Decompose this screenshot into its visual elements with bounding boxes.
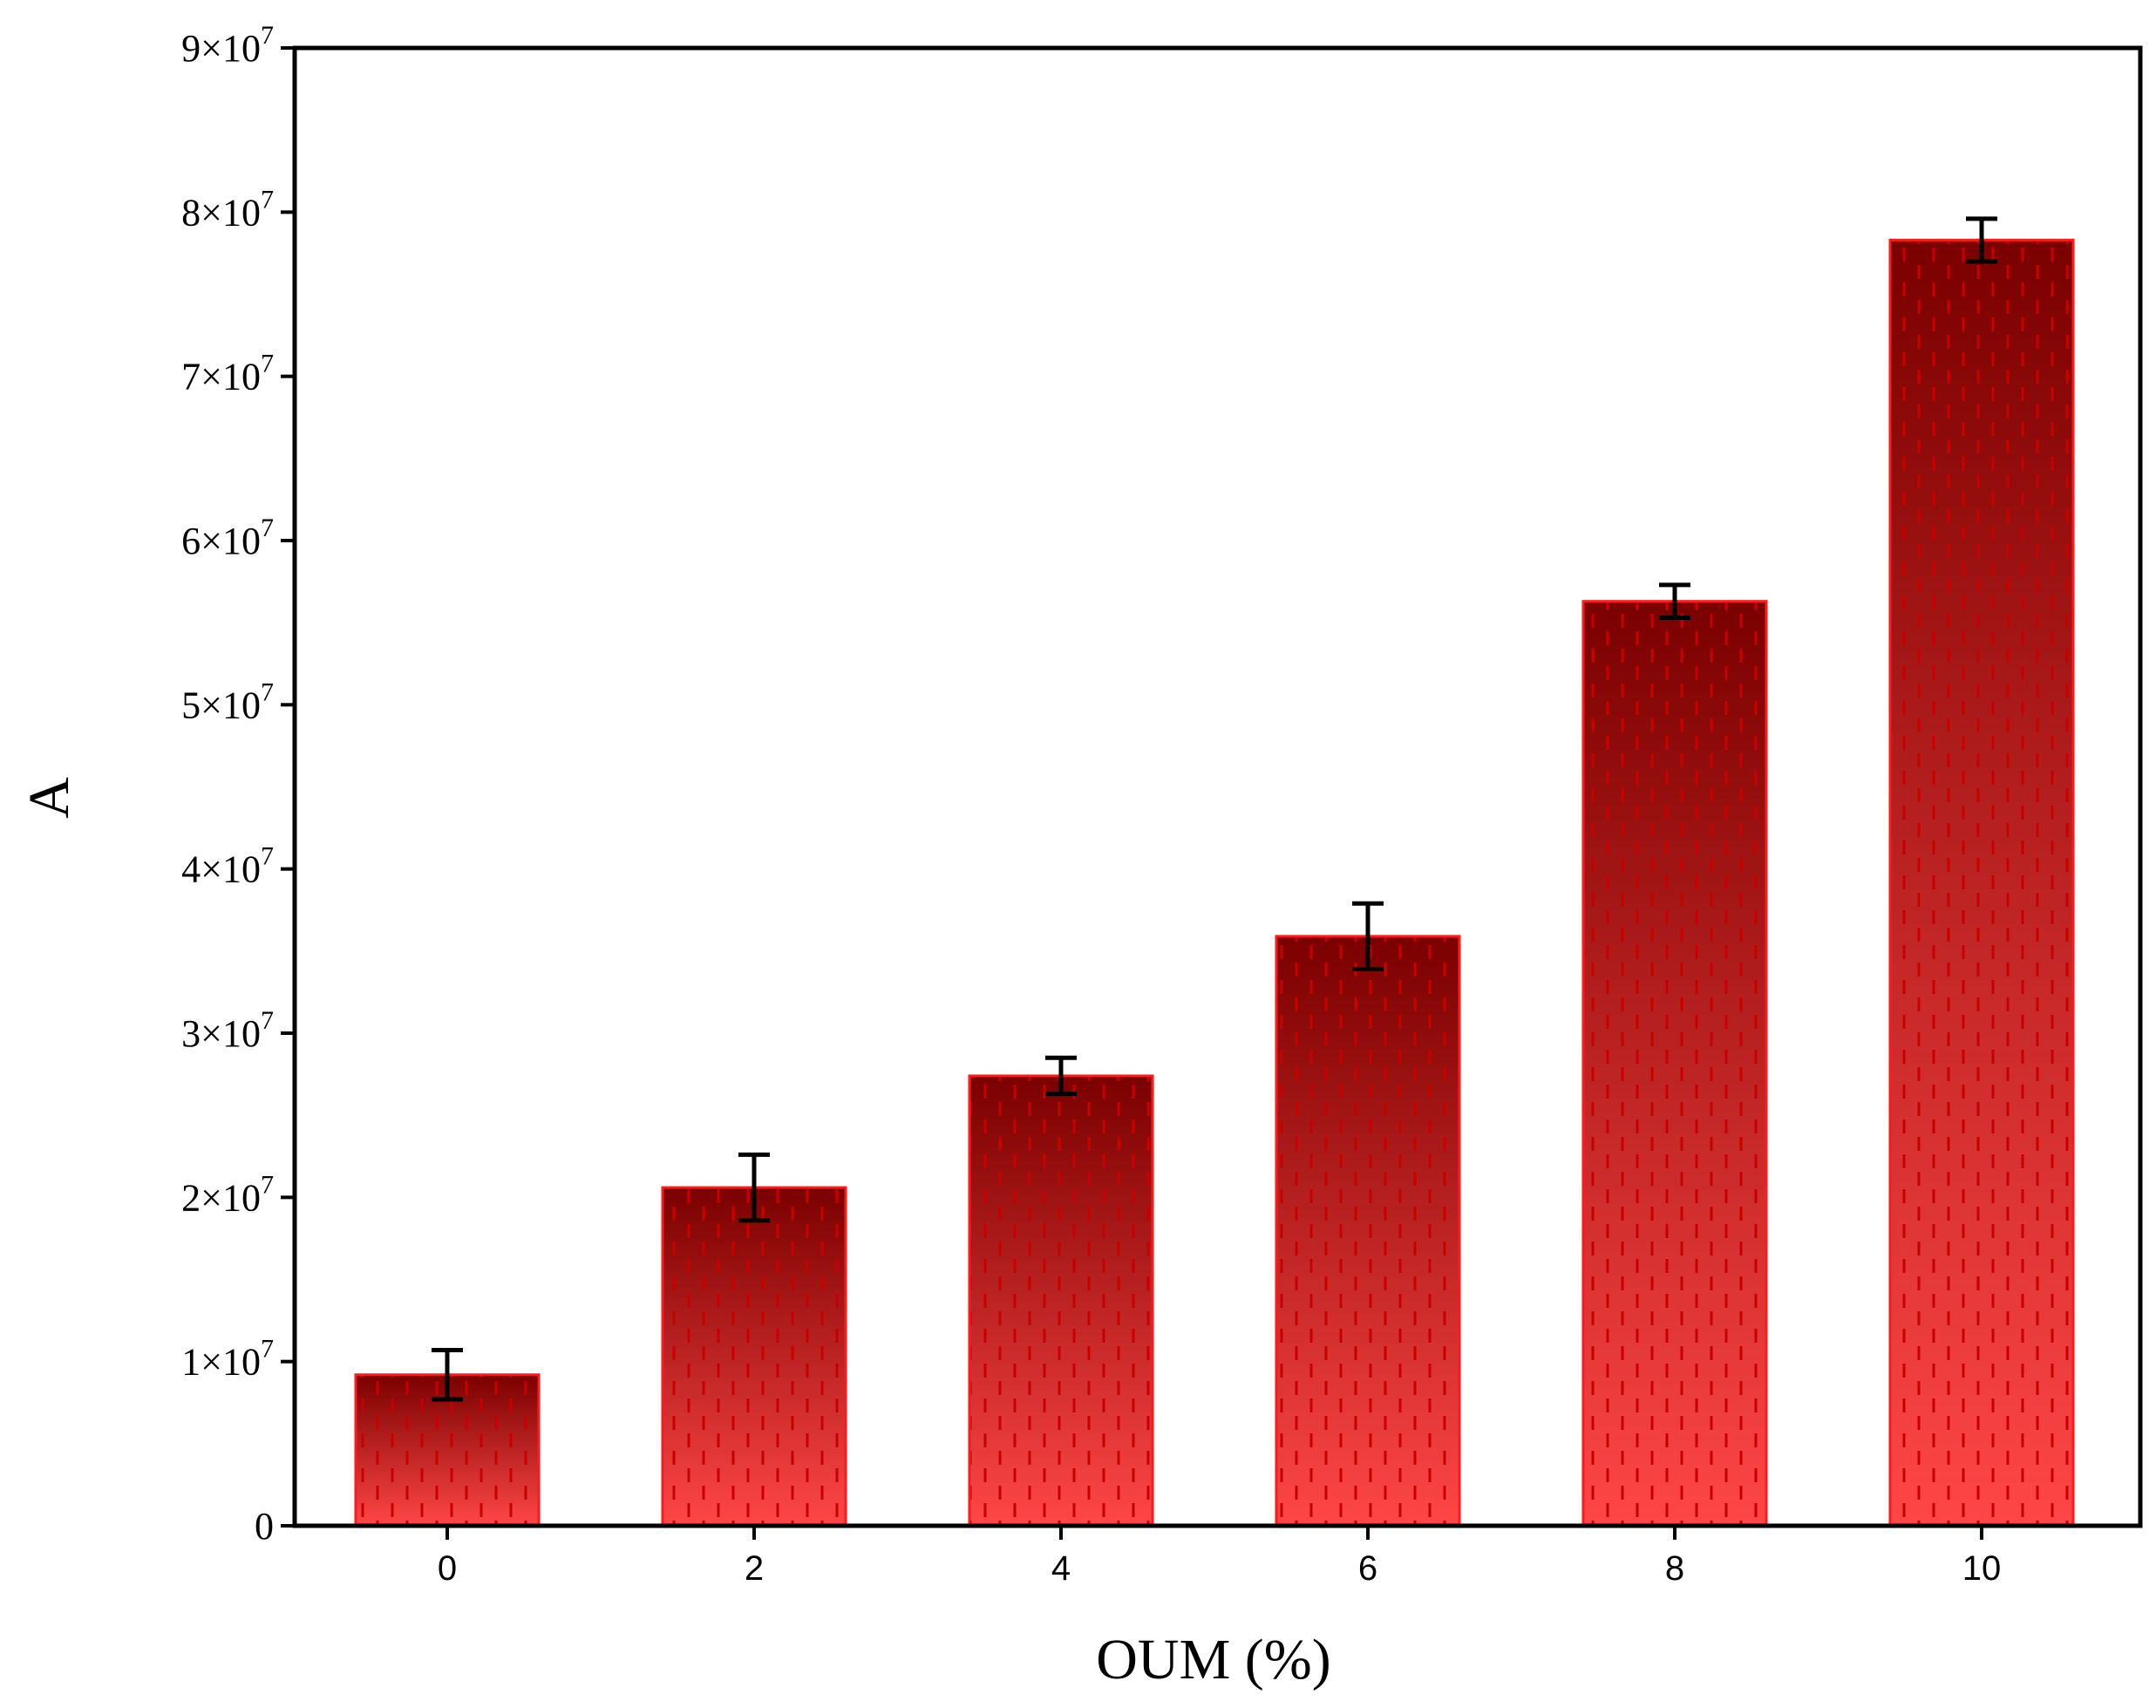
x-tick-label: 6 — [1358, 1549, 1377, 1588]
bar-6 — [1275, 935, 1461, 1528]
axes-layer — [292, 45, 2143, 1528]
y-tick-label: 5×107 — [181, 677, 274, 726]
error-bar-2 — [738, 1152, 770, 1223]
bar-4 — [968, 1074, 1154, 1528]
bar-hatch — [1890, 240, 2073, 1527]
bar-8 — [1581, 600, 1768, 1528]
x-tick-label: 2 — [745, 1549, 764, 1588]
y-tick-label: 4×107 — [181, 842, 274, 891]
bar-2 — [661, 1186, 847, 1528]
error-bar-8 — [1659, 582, 1690, 621]
error-bar-4 — [1045, 1055, 1077, 1097]
x-tick-label: 4 — [1051, 1549, 1071, 1588]
y-tick-label: 8×107 — [181, 185, 274, 234]
y-tick-label: 2×107 — [181, 1170, 274, 1219]
y-tick-label: 9×107 — [181, 21, 274, 70]
error-bar-0 — [432, 1347, 463, 1402]
ticks-layer: 0 1×107 2×107 3×107 4×107 5×107 6×107 7×107 8×10… — [181, 21, 2001, 1588]
bar-hatch — [1276, 936, 1459, 1526]
bars-layer — [354, 238, 2075, 1528]
x-tick-label: 8 — [1665, 1549, 1684, 1588]
bar-10 — [1888, 238, 2075, 1528]
error-bar-6 — [1352, 901, 1384, 972]
y-tick-label: 3×107 — [181, 1006, 274, 1055]
y-axis-label: A — [17, 777, 81, 819]
y-tick-label: 6×107 — [181, 514, 274, 562]
plot-frame — [292, 45, 2143, 1528]
x-axis-label: OUM (%) — [1096, 1628, 1330, 1691]
bar-hatch — [663, 1187, 846, 1526]
y-tick-label: 7×107 — [181, 350, 274, 398]
x-tick-label: 0 — [438, 1549, 457, 1588]
bar-hatch — [969, 1075, 1153, 1526]
x-tick-label: 10 — [1962, 1549, 2002, 1588]
error-bars-layer — [432, 216, 1997, 1402]
y-tick-label: 1×107 — [181, 1335, 274, 1384]
bar-hatch — [1583, 601, 1766, 1526]
error-bar-10 — [1966, 216, 1997, 264]
y-tick-label: 0 — [255, 1505, 274, 1548]
